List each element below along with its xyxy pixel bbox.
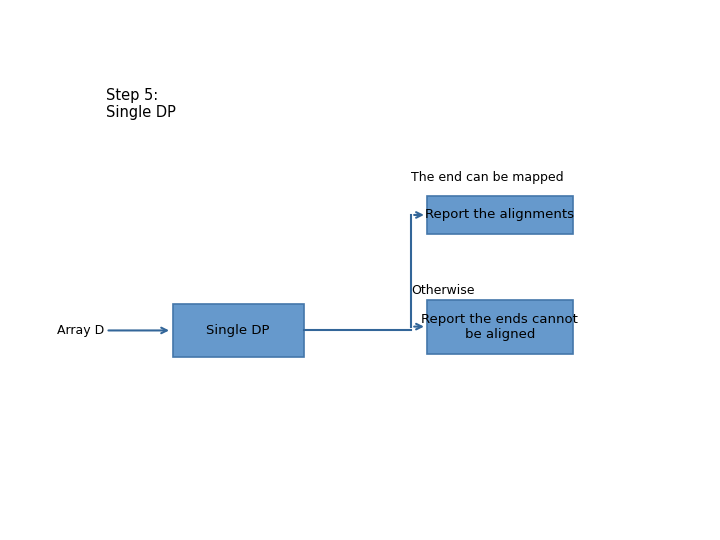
Text: Array D: Array D — [57, 324, 104, 337]
FancyBboxPatch shape — [427, 300, 573, 354]
Text: Step 5:
Single DP: Step 5: Single DP — [106, 88, 176, 120]
Text: Otherwise: Otherwise — [411, 285, 475, 298]
Text: Report the ends cannot
be aligned: Report the ends cannot be aligned — [421, 313, 578, 341]
Text: Single DP: Single DP — [207, 324, 270, 337]
Text: The end can be mapped: The end can be mapped — [411, 171, 564, 184]
Text: Report the alignments: Report the alignments — [426, 208, 575, 221]
FancyBboxPatch shape — [173, 303, 304, 357]
FancyBboxPatch shape — [427, 195, 573, 234]
